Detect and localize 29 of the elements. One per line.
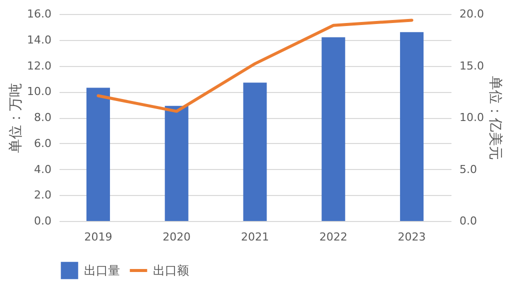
y-tick-label: 10.0 — [27, 85, 52, 98]
y-tick-label: 8.0 — [34, 111, 52, 124]
y-tick-label: 0.0 — [34, 214, 52, 228]
y2-tick-label: 10.0 — [460, 111, 484, 124]
y2-tick-label: 15.0 — [460, 59, 484, 72]
y-tick-label: 12.0 — [27, 59, 52, 72]
bar — [243, 82, 267, 221]
y-tick-label: 16.0 — [27, 8, 52, 20]
bar — [400, 32, 424, 221]
legend-label: 出口量 — [84, 264, 120, 278]
bar — [164, 106, 188, 221]
y2-tick-label: 5.0 — [460, 162, 477, 176]
y-tick-label: 14.0 — [27, 33, 52, 46]
x-tick-label: 2021 — [241, 230, 269, 244]
y-tick-label: 2.0 — [34, 188, 52, 202]
bar — [86, 88, 110, 221]
x-tick-label: 2020 — [162, 230, 191, 244]
y-axis-title: 单位：万吨 — [8, 83, 24, 153]
line-series — [96, 18, 414, 113]
y2-axis-title: 单位：亿美元 — [486, 76, 503, 160]
y-tick-label: 4.0 — [34, 162, 52, 176]
bar — [322, 37, 346, 221]
legend-label: 出口额 — [153, 264, 189, 278]
y-tick-label: 6.0 — [34, 136, 52, 150]
x-tick-label: 2019 — [84, 230, 112, 244]
x-tick-label: 2022 — [319, 230, 348, 244]
y2-tick-label: 0.0 — [460, 214, 477, 228]
y2-tick-label: 20.0 — [460, 8, 484, 20]
x-tick-label: 2023 — [398, 230, 426, 244]
